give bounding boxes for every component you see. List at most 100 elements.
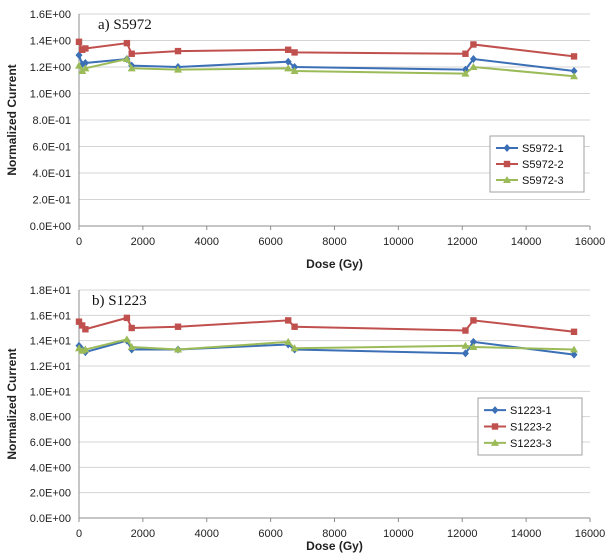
data-point	[127, 64, 136, 72]
y-axis-label: Normalized Current	[5, 64, 19, 175]
y-tick-label: 1.6E+00	[30, 9, 71, 21]
data-point	[128, 50, 135, 57]
data-point	[469, 55, 477, 64]
legend-label: S5972-1	[522, 143, 564, 155]
series-line	[78, 41, 575, 58]
x-tick-label: 2000	[131, 528, 155, 540]
y-tick-label: 0.0E+00	[30, 513, 71, 525]
data-point	[469, 343, 478, 350]
x-tick-label: 0	[76, 528, 82, 540]
data-point	[570, 66, 578, 75]
data-point	[81, 345, 90, 353]
data-point	[82, 45, 89, 52]
data-point	[122, 335, 131, 343]
y-tick-label: 1.0E+01	[30, 386, 71, 398]
panel-title: a) S5972	[98, 17, 152, 33]
data-point	[284, 337, 293, 345]
data-point	[461, 69, 470, 77]
panel-title: b) S1223	[92, 293, 147, 309]
data-point	[123, 39, 131, 47]
legend-label: S1223-3	[510, 438, 552, 450]
x-axis-label: Dose (Gy)	[306, 257, 363, 271]
y-tick-label: 2.0E+00	[30, 488, 71, 500]
y-tick-label: 1.6E+01	[30, 310, 71, 322]
x-tick-label: 0	[76, 236, 82, 248]
series-s5972-3	[75, 55, 579, 80]
x-tick-label: 2000	[131, 236, 155, 248]
legend-marker	[491, 406, 499, 415]
series-line	[78, 316, 575, 333]
data-point	[291, 49, 298, 56]
x-tick-label: 8000	[322, 236, 346, 248]
legend-marker	[503, 176, 511, 183]
data-point	[75, 38, 83, 46]
data-point	[82, 326, 89, 333]
data-point	[127, 343, 136, 350]
panel-s1223: 0.0E+00 2.0E+00 4.0E+00 6.0E+00 8.0E+00 1.0E+…	[5, 285, 605, 553]
data-point	[174, 345, 183, 353]
x-axis-label: Dose (Gy)	[306, 539, 363, 553]
data-point	[570, 350, 578, 359]
data-point	[81, 59, 89, 68]
y-tick-label: 2.0E-01	[32, 195, 71, 207]
x-tick-label: 14000	[511, 528, 542, 540]
data-point	[462, 327, 469, 334]
x-tick-label: 12000	[447, 236, 478, 248]
data-point	[570, 345, 579, 353]
data-point	[570, 328, 578, 335]
data-point	[75, 318, 83, 325]
y-tick-label: 4.0E+00	[30, 462, 71, 474]
y-tick-label: 6.0E-01	[32, 142, 71, 154]
legend-marker	[491, 438, 499, 446]
data-point	[284, 317, 292, 324]
data-point	[81, 64, 90, 72]
data-point	[290, 66, 299, 74]
legend: S5972-1 S5972-2 S5972-3	[489, 135, 585, 193]
x-tick-label: 16000	[575, 528, 606, 540]
y-tick-label: 1.4E+01	[30, 336, 71, 348]
legend-label: S1223-2	[510, 422, 552, 434]
x-tick-label: 10000	[383, 236, 414, 248]
x-tick-label: 4000	[195, 528, 219, 540]
data-point	[461, 341, 470, 349]
y-tick-label: 1.2E+00	[30, 62, 71, 74]
legend-label: S5972-2	[522, 159, 564, 171]
y-tick-label: 1.4E+00	[30, 36, 71, 48]
y-tick-label: 1.0E+00	[30, 89, 71, 101]
data-point	[284, 64, 293, 72]
data-point	[461, 349, 469, 358]
data-point	[284, 57, 292, 66]
series-s5972-2	[75, 38, 578, 60]
data-point	[469, 63, 478, 70]
legend-marker	[503, 144, 511, 152]
data-point	[462, 50, 469, 57]
legend-marker	[503, 160, 511, 168]
data-point	[290, 344, 299, 352]
x-tick-label: 16000	[575, 236, 606, 248]
y-tick-label: 1.8E+01	[30, 285, 71, 297]
data-point	[128, 324, 135, 332]
y-tick-label: 0.0E+00	[30, 221, 71, 233]
data-point	[570, 72, 579, 80]
y-tick-label: 4.0E-01	[32, 168, 71, 180]
data-point	[291, 323, 298, 330]
legend-label: S5972-3	[522, 175, 564, 187]
x-tick-label: 14000	[511, 236, 542, 248]
x-tick-label: 10000	[383, 528, 414, 540]
data-point	[75, 51, 83, 60]
x-tick-label: 8000	[322, 528, 346, 540]
data-point	[570, 53, 578, 60]
data-point	[470, 41, 477, 48]
data-point	[174, 65, 183, 73]
data-point	[284, 46, 292, 53]
panel-s5972: 0.0E+00 2.0E-01 4.0E-01 6.0E-01 8.0E-01 1.0E+…	[5, 9, 605, 271]
data-point	[122, 55, 131, 63]
data-point	[75, 61, 83, 69]
y-tick-label: 8.0E+00	[30, 412, 71, 424]
series-s1223-3	[75, 335, 579, 354]
data-point	[174, 323, 182, 330]
x-tick-label: 6000	[258, 236, 282, 248]
data-point	[78, 322, 86, 329]
y-tick-label: 8.0E-01	[32, 115, 71, 127]
